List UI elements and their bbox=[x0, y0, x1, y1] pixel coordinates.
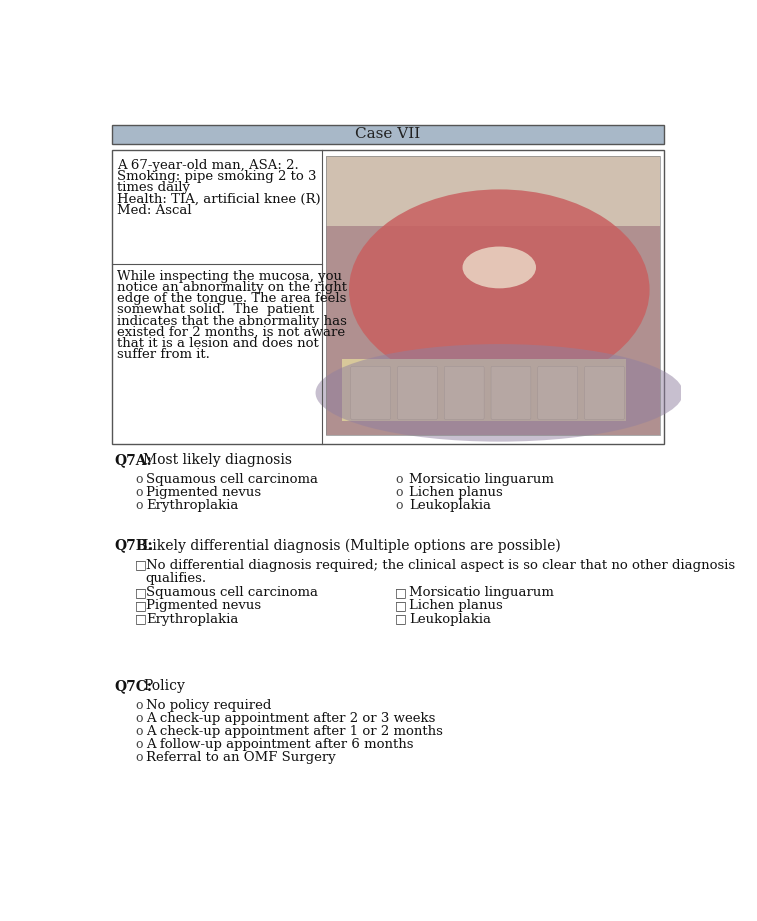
Text: that it is a lesion and does not: that it is a lesion and does not bbox=[117, 337, 319, 350]
FancyBboxPatch shape bbox=[444, 367, 484, 419]
Text: No differential diagnosis required; the clinical aspect is so clear that no othe: No differential diagnosis required; the … bbox=[146, 559, 735, 572]
FancyBboxPatch shape bbox=[350, 367, 391, 419]
Text: □: □ bbox=[135, 600, 147, 612]
Text: Pigmented nevus: Pigmented nevus bbox=[146, 600, 261, 612]
FancyBboxPatch shape bbox=[397, 367, 438, 419]
Text: qualifies.: qualifies. bbox=[146, 572, 207, 585]
Text: □: □ bbox=[395, 612, 407, 625]
Text: Squamous cell carcinoma: Squamous cell carcinoma bbox=[146, 587, 318, 600]
Text: somewhat solid.  The  patient: somewhat solid. The patient bbox=[117, 303, 314, 317]
FancyBboxPatch shape bbox=[112, 125, 664, 144]
FancyBboxPatch shape bbox=[537, 367, 578, 419]
Text: o: o bbox=[395, 486, 403, 499]
Text: Case VII: Case VII bbox=[355, 127, 421, 142]
Text: Most likely diagnosis: Most likely diagnosis bbox=[143, 453, 292, 467]
Ellipse shape bbox=[463, 247, 536, 288]
FancyBboxPatch shape bbox=[326, 156, 659, 226]
FancyBboxPatch shape bbox=[491, 367, 531, 419]
Text: times daily: times daily bbox=[117, 181, 190, 194]
Text: Morsicatio linguarum: Morsicatio linguarum bbox=[410, 587, 554, 600]
Text: A follow-up appointment after 6 months: A follow-up appointment after 6 months bbox=[146, 738, 413, 751]
Text: Leukoplakia: Leukoplakia bbox=[410, 499, 491, 512]
Text: Morsicatio linguarum: Morsicatio linguarum bbox=[410, 473, 554, 486]
Text: Med: Ascal: Med: Ascal bbox=[117, 204, 192, 216]
FancyBboxPatch shape bbox=[326, 156, 659, 435]
Text: □: □ bbox=[135, 612, 147, 625]
Text: Policy: Policy bbox=[143, 679, 185, 693]
Text: While inspecting the mucosa, you: While inspecting the mucosa, you bbox=[117, 270, 342, 283]
Text: o: o bbox=[135, 738, 142, 751]
FancyBboxPatch shape bbox=[584, 367, 625, 419]
Text: □: □ bbox=[135, 587, 147, 600]
Text: Q7A:: Q7A: bbox=[114, 453, 151, 467]
Text: o: o bbox=[135, 473, 142, 486]
Ellipse shape bbox=[316, 344, 683, 442]
Text: A check-up appointment after 1 or 2 months: A check-up appointment after 1 or 2 mont… bbox=[146, 725, 443, 738]
Text: Q7B:: Q7B: bbox=[114, 539, 153, 553]
Text: edge of the tongue. The area feels: edge of the tongue. The area feels bbox=[117, 292, 347, 305]
Text: □: □ bbox=[395, 587, 407, 600]
Text: notice an abnormality on the right: notice an abnormality on the right bbox=[117, 281, 347, 294]
Text: o: o bbox=[135, 486, 142, 499]
Text: Leukoplakia: Leukoplakia bbox=[410, 612, 491, 625]
Text: A check-up appointment after 2 or 3 weeks: A check-up appointment after 2 or 3 week… bbox=[146, 712, 435, 725]
FancyBboxPatch shape bbox=[112, 150, 664, 444]
Text: o: o bbox=[135, 725, 142, 738]
Text: Lichen planus: Lichen planus bbox=[410, 486, 503, 499]
Text: Lichen planus: Lichen planus bbox=[410, 600, 503, 612]
Text: Q7C:: Q7C: bbox=[114, 679, 152, 693]
Text: o: o bbox=[135, 699, 142, 712]
Text: suffer from it.: suffer from it. bbox=[117, 348, 210, 361]
Text: o: o bbox=[135, 499, 142, 512]
Text: Health: TIA, artificial knee (R): Health: TIA, artificial knee (R) bbox=[117, 192, 321, 205]
Text: existed for 2 months, is not aware: existed for 2 months, is not aware bbox=[117, 326, 345, 339]
Ellipse shape bbox=[349, 190, 650, 391]
Text: Squamous cell carcinoma: Squamous cell carcinoma bbox=[146, 473, 318, 486]
Text: Erythroplakia: Erythroplakia bbox=[146, 499, 238, 512]
Text: Pigmented nevus: Pigmented nevus bbox=[146, 486, 261, 499]
Text: Referral to an OMF Surgery: Referral to an OMF Surgery bbox=[146, 752, 335, 764]
Text: □: □ bbox=[395, 600, 407, 612]
Text: o: o bbox=[135, 752, 142, 764]
Text: No policy required: No policy required bbox=[146, 699, 271, 712]
Text: □: □ bbox=[135, 559, 147, 572]
Text: Likely differential diagnosis (Multiple options are possible): Likely differential diagnosis (Multiple … bbox=[143, 539, 561, 553]
Text: indicates that the abnormality has: indicates that the abnormality has bbox=[117, 315, 347, 328]
Text: o: o bbox=[135, 712, 142, 725]
Text: o: o bbox=[395, 499, 403, 512]
FancyBboxPatch shape bbox=[342, 359, 626, 421]
Text: A 67-year-old man, ASA: 2.: A 67-year-old man, ASA: 2. bbox=[117, 159, 299, 172]
Text: Smoking: pipe smoking 2 to 3: Smoking: pipe smoking 2 to 3 bbox=[117, 170, 316, 183]
Text: o: o bbox=[395, 473, 403, 486]
Text: Erythroplakia: Erythroplakia bbox=[146, 612, 238, 625]
